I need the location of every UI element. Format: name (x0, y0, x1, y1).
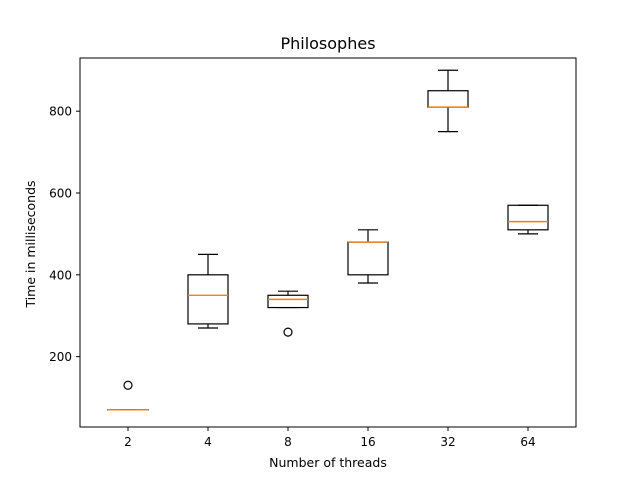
y-tick-label: 800 (49, 105, 72, 119)
chart-title: Philosophes (280, 34, 375, 53)
outlier-point (123, 380, 133, 390)
box-2 (107, 380, 149, 411)
y-axis-label: Time in milliseconds (23, 180, 38, 308)
box-4 (187, 253, 229, 329)
iqr-box (267, 294, 309, 309)
x-tick-label: 2 (124, 435, 132, 449)
box-8 (267, 290, 309, 337)
plot-area (107, 69, 549, 411)
iqr-box (187, 274, 229, 325)
box-64 (507, 204, 549, 235)
x-axis-label: Number of threads (269, 455, 387, 470)
x-axis: 2 4 8 16 32 64 (124, 427, 536, 449)
outlier-point (283, 327, 293, 337)
x-tick-label: 16 (360, 435, 375, 449)
iqr-box (507, 204, 549, 231)
x-tick-label: 8 (284, 435, 292, 449)
y-tick-label: 200 (49, 350, 72, 364)
x-tick-label: 32 (440, 435, 455, 449)
iqr-box (347, 241, 389, 276)
box-16 (347, 229, 389, 284)
y-tick-label: 400 (49, 268, 72, 282)
plot-frame (79, 57, 577, 428)
box-32 (427, 69, 469, 133)
y-tick-label: 600 (49, 187, 72, 201)
y-axis: 200 400 600 800 (49, 105, 80, 364)
x-tick-label: 4 (204, 435, 212, 449)
x-tick-label: 64 (520, 435, 535, 449)
iqr-box (427, 90, 469, 108)
